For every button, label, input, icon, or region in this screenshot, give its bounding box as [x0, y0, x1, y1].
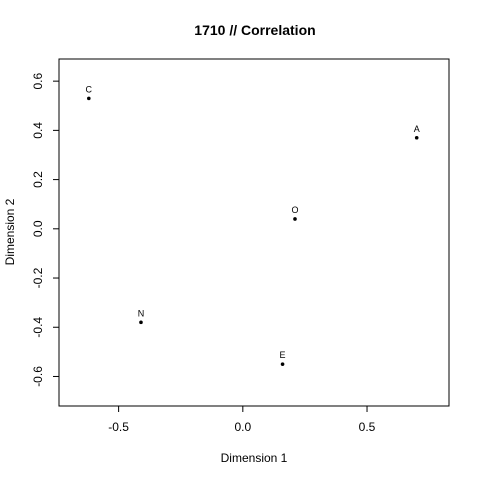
plot-frame	[58, 58, 450, 407]
point-label-o: O	[291, 205, 298, 215]
point-label-c: C	[86, 84, 93, 94]
point-label-a: A	[414, 124, 420, 134]
y-tick-label: -0.4	[31, 317, 45, 338]
data-point-c	[87, 96, 91, 101]
y-tick-label: 0.6	[31, 72, 45, 89]
y-tick-label: -0.2	[31, 267, 45, 288]
x-axis-label: Dimension 1	[221, 451, 288, 465]
y-tick-label: 0.0	[31, 220, 45, 237]
x-axis: -0.5 0.0 0.5	[108, 405, 376, 434]
x-tick-label: 0.0	[234, 420, 251, 434]
y-axis-label: Dimension 2	[3, 198, 17, 265]
point-label-e: E	[280, 350, 286, 360]
y-tick-label: 0.4	[31, 122, 45, 139]
data-point-a	[414, 135, 419, 140]
x-tick-label: 0.5	[359, 420, 376, 434]
data-point-o	[293, 217, 297, 221]
y-axis: -0.6 -0.4 -0.2 0.0 0.2 0.4 0.6	[31, 72, 60, 387]
data-points: C A O N E	[86, 84, 420, 366]
data-point-e	[280, 362, 285, 366]
y-tick-label: -0.6	[31, 366, 45, 387]
x-tick-label: -0.5	[108, 420, 129, 434]
chart-title: 1710 // Correlation	[194, 22, 315, 38]
data-point-n	[139, 320, 143, 325]
y-tick-label: 0.2	[31, 171, 45, 188]
point-label-n: N	[138, 308, 145, 318]
